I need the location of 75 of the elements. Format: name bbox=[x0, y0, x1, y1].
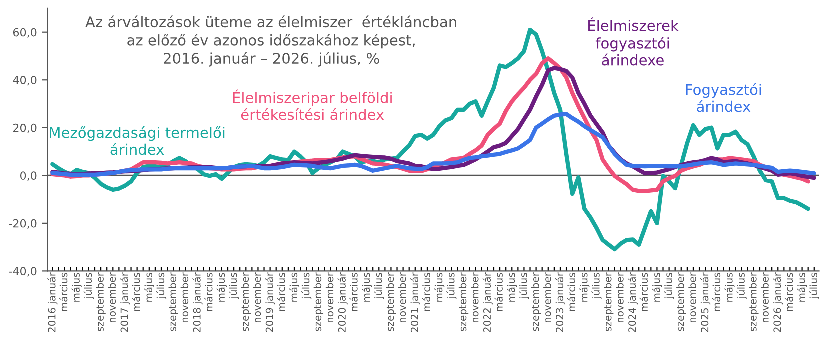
x-tick-label: 2016 január bbox=[48, 272, 58, 332]
x-tick-label: május bbox=[797, 273, 808, 302]
y-tick-label: -40,0 bbox=[9, 267, 37, 277]
y-tick-label: 40,0 bbox=[13, 76, 37, 86]
x-tick-label: július bbox=[374, 273, 384, 299]
x-tick-label: május bbox=[724, 273, 735, 302]
x-tick-label: május bbox=[580, 273, 590, 302]
y-tick-label: -20,0 bbox=[9, 219, 37, 229]
x-tick-label: november bbox=[544, 272, 552, 323]
x-tick-label: november bbox=[471, 272, 479, 323]
x-tick-label: július bbox=[446, 273, 457, 299]
x-tick-label: július bbox=[229, 273, 240, 299]
x-tick-label: szeptember bbox=[676, 272, 686, 332]
x-tick-label: november bbox=[326, 272, 334, 323]
series-label: Élelmiszerek fogyasztói árindexe bbox=[588, 18, 679, 66]
x-tick-label: július bbox=[592, 273, 602, 299]
x-tick-label: 2018 január bbox=[192, 272, 203, 332]
x-tick-label: május bbox=[434, 273, 445, 302]
x-tick-label: július bbox=[736, 273, 747, 299]
x-tick-label: július bbox=[156, 273, 167, 299]
x-tick-label: július bbox=[302, 273, 312, 299]
x-tick-label: 2017 január bbox=[120, 272, 130, 332]
x-tick-label: 2024 január bbox=[628, 272, 638, 332]
x-tick-label: 2021 január bbox=[410, 272, 420, 332]
x-tick-label: március bbox=[422, 273, 430, 312]
x-tick-label: március bbox=[350, 273, 358, 312]
y-tick-label: 20,0 bbox=[14, 124, 37, 134]
x-tick-label: május bbox=[507, 273, 518, 302]
x-tick-label: november bbox=[398, 272, 406, 323]
x-tick-label: szeptember bbox=[749, 272, 759, 332]
x-tick-label: szeptember bbox=[314, 272, 324, 332]
x-tick-label: május bbox=[72, 273, 82, 302]
x-tick-label: november bbox=[688, 272, 696, 323]
x-tick-label: július bbox=[84, 273, 94, 299]
text: Fogyasztói árindex bbox=[686, 83, 762, 112]
x-tick-label: május bbox=[289, 273, 300, 302]
x-tick-label: szeptember bbox=[458, 272, 469, 332]
x-tick-label: március bbox=[132, 273, 140, 312]
x-tick-label: március bbox=[567, 273, 576, 312]
x-tick-label: 2019 január bbox=[265, 272, 276, 332]
x-tick-label: július bbox=[519, 273, 530, 299]
x-tick-label: március bbox=[494, 273, 503, 312]
x-tick-label: november bbox=[108, 272, 116, 323]
x-tick-label: szeptember bbox=[168, 272, 178, 332]
x-tick-label: május bbox=[144, 273, 154, 302]
x-tick-label: szeptember bbox=[96, 272, 106, 332]
series-label: Mezőgazdasági termelői árindex bbox=[50, 126, 225, 156]
x-tick-label: március bbox=[640, 273, 648, 312]
x-tick-label: szeptember bbox=[604, 272, 614, 332]
x-tick-label: 2026 január bbox=[773, 272, 784, 332]
y-tick-label: 60,0 bbox=[13, 28, 37, 38]
x-tick-label: szeptember bbox=[531, 272, 542, 332]
x-tick-label: március bbox=[712, 273, 721, 312]
y-tick-label: 0,0 bbox=[20, 172, 37, 182]
text: Élelmiszeripar belföldi értékesítési árindex bbox=[233, 90, 392, 120]
x-tick-label: 2025 január bbox=[700, 272, 711, 332]
x-tick-label: március bbox=[784, 273, 794, 312]
x-tick-label: 2022 január bbox=[482, 272, 493, 332]
x-tick-label: november bbox=[616, 272, 624, 323]
x-tick-label: május bbox=[216, 273, 227, 302]
x-tick-label: március bbox=[277, 273, 286, 312]
x-tick-label: március bbox=[60, 273, 68, 312]
x-tick-label: 2023 január bbox=[555, 272, 566, 332]
text: Az árváltozások üteme az élelmiszer értékláncban az előző év azonos időszakához képest, 2016. január – 2026. július, % bbox=[86, 16, 456, 67]
x-tick-label: március bbox=[204, 273, 213, 312]
x-tick-label: szeptember bbox=[241, 272, 251, 332]
x-tick-label: május bbox=[362, 273, 372, 302]
x-tick-label: július bbox=[809, 273, 820, 299]
x-tick-label: 2020 január bbox=[338, 272, 348, 332]
x-tick-label: július bbox=[664, 273, 674, 299]
x-tick-label: november bbox=[180, 272, 189, 323]
x-tick-label: november bbox=[253, 272, 262, 323]
x-tick-label: november bbox=[761, 272, 769, 323]
x-tick-label: szeptember bbox=[386, 272, 396, 332]
x-tick-label: május bbox=[652, 273, 662, 302]
